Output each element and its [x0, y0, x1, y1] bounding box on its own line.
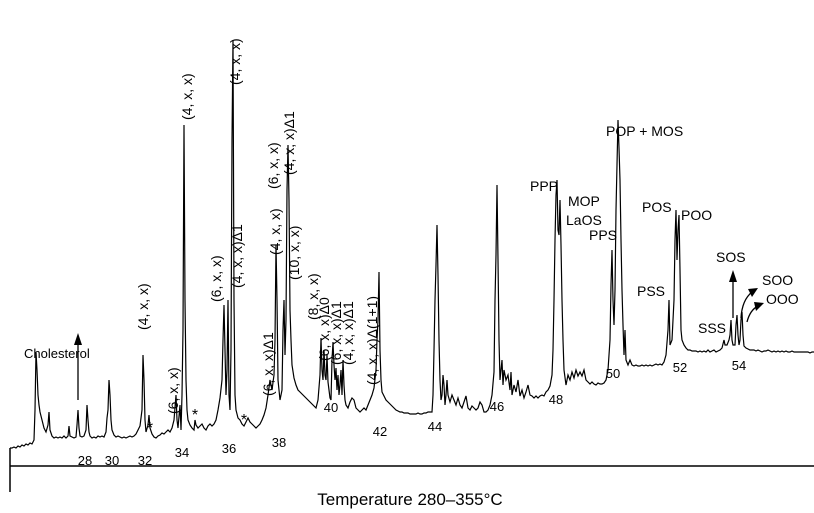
peak-label: (6, x, x): [208, 255, 224, 302]
peak-label: (6, x, x)Δ1: [328, 301, 344, 365]
peak-label: POP + MOS: [606, 123, 683, 139]
asterisk-marker: *: [147, 420, 153, 437]
peak-label: (6, x, x)Δ1: [260, 332, 276, 396]
peak-label: PSS: [637, 283, 665, 299]
peak-label: (10, x, x): [286, 226, 302, 280]
peak-label: MOP: [568, 193, 600, 209]
x-tick-label: 38: [272, 435, 286, 450]
x-tick-label: 36: [222, 441, 236, 456]
soo-arrow: [740, 288, 758, 319]
x-tick-label: 48: [549, 392, 563, 407]
x-tick-labels: 28 30 32 34 36 38 40 42 44 46 48 50 52 54: [78, 358, 746, 468]
peak-label: (6, x, x): [165, 367, 181, 414]
x-tick-label: 42: [373, 424, 387, 439]
peak-label: LaOS: [566, 212, 602, 228]
peak-label: SOO: [762, 272, 793, 288]
asterisk-marker: *: [241, 412, 247, 429]
x-tick-label: 54: [732, 358, 746, 373]
x-tick-label: 32: [138, 453, 152, 468]
x-tick-label: 40: [324, 400, 338, 415]
peak-label: PPP: [530, 178, 558, 194]
peak-label: (4, x, x): [227, 38, 243, 85]
cholesterol-arrow: [74, 333, 82, 400]
peak-label: SOS: [716, 249, 746, 265]
asterisk-markers: * * *: [147, 407, 247, 437]
x-tick-label: 28: [78, 453, 92, 468]
peak-label: PPS: [589, 227, 617, 243]
ooo-arrow: [746, 302, 764, 323]
peak-label: (4, x, x): [267, 208, 283, 255]
peak-labels: Cholesterol (4, x, x) (6, x, x) (4, x, x) (6…: [24, 38, 799, 414]
x-tick-label: 34: [175, 445, 189, 460]
x-tick-label: 50: [606, 366, 620, 381]
peak-label: (8, x, x): [305, 273, 321, 320]
peak-label: (4, x, x)Δ1: [340, 301, 356, 365]
peak-label: (6, x, x): [265, 142, 281, 189]
x-tick-label: 30: [105, 453, 119, 468]
peak-label: (4, x, x)Δ1: [281, 111, 297, 175]
peak-label: (4, x, x): [179, 73, 195, 120]
peak-label: (4, x, x)Δ(1+1): [364, 296, 380, 385]
x-tick-label: 44: [428, 419, 442, 434]
x-tick-label: 46: [490, 399, 504, 414]
peak-label: (6, x, x)Δ0: [316, 297, 332, 361]
x-tick-label: 52: [673, 360, 687, 375]
sos-arrow: [729, 270, 737, 318]
peak-label: SSS: [698, 320, 726, 336]
peak-label: (4, x, x)Δ1: [229, 224, 245, 288]
peak-label: (4, x, x): [135, 283, 151, 330]
peak-label: POO: [681, 207, 712, 223]
peak-label: Cholesterol: [24, 346, 90, 361]
peak-label: OOO: [766, 291, 799, 307]
peak-label: POS: [642, 199, 672, 215]
asterisk-marker: *: [192, 407, 198, 424]
x-axis-title: Temperature 280–355°C: [317, 490, 502, 509]
chromatogram-trace: [10, 39, 814, 449]
